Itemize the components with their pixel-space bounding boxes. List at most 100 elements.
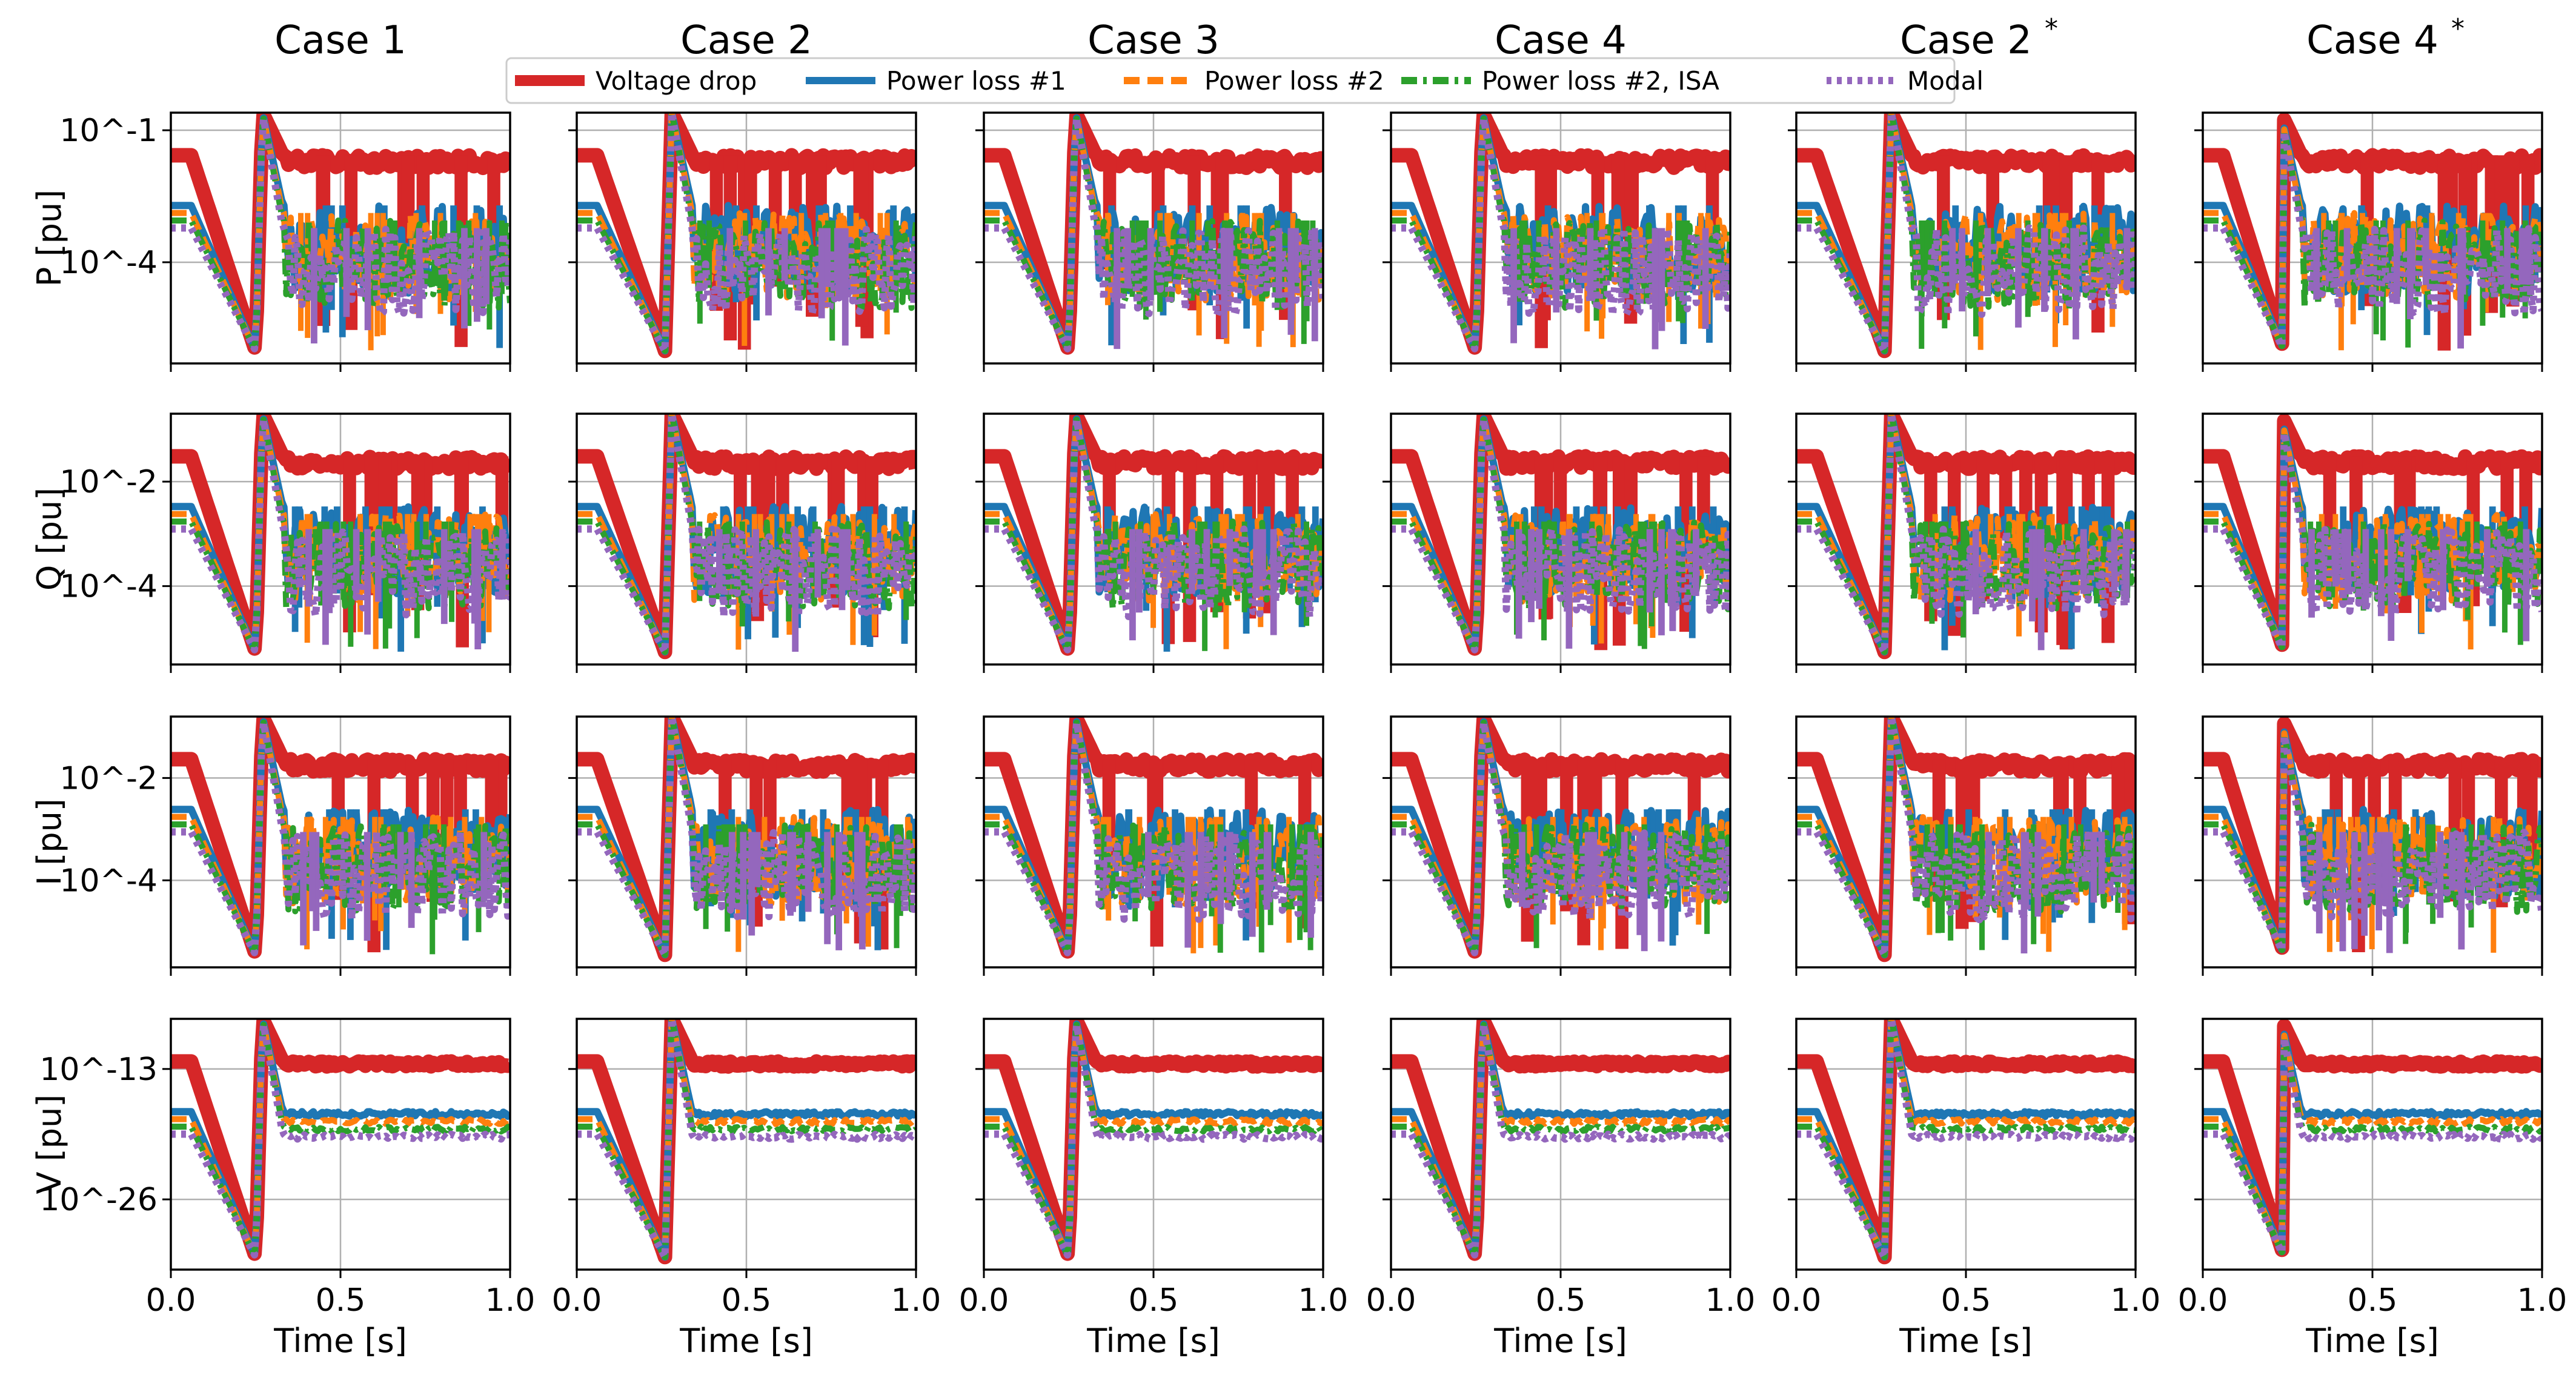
series-line <box>1391 1021 1730 1259</box>
column-title: Case 2 <box>1900 18 2032 63</box>
traces <box>577 717 916 963</box>
y-axis-label: Q [pu] <box>30 488 68 591</box>
y-axis-label: P [pu] <box>30 190 68 287</box>
x-tick-label: 1.0 <box>2517 1282 2568 1319</box>
traces <box>577 414 916 660</box>
traces <box>2203 1019 2542 1257</box>
traces <box>171 414 510 656</box>
series-line <box>577 414 916 655</box>
x-tick-label: 0.5 <box>722 1282 772 1319</box>
legend-entry: Power loss #1 <box>806 66 1066 96</box>
subplot-panel: 0.0 0.5 1.0 Time [s] <box>2178 1018 2568 1360</box>
subplot-panel <box>1383 111 1731 372</box>
x-tick-label: 0.0 <box>959 1282 1009 1319</box>
x-axis-label: Time [s] <box>2305 1322 2439 1360</box>
subplot-panel: 0.0 0.5 1.0 Time [s] <box>1366 1018 1755 1360</box>
legend: Voltage drop Power loss #1 Power loss #2 Po… <box>505 57 1983 104</box>
subplot-panel <box>1788 715 2137 976</box>
legend-label: Modal <box>1907 66 1983 96</box>
series-line <box>577 1019 916 1265</box>
series-line <box>171 113 510 355</box>
series-line <box>577 414 916 656</box>
traces <box>984 1019 1323 1261</box>
series-line <box>1796 1019 2136 1261</box>
legend-label: Power loss #2, ISA <box>1482 66 1719 96</box>
x-tick-label: 1.0 <box>891 1282 941 1319</box>
series-line <box>1796 414 2136 660</box>
x-tick-label: 0.5 <box>1536 1282 1586 1319</box>
subplot-panel <box>975 413 1324 673</box>
x-tick-label: 0.0 <box>146 1282 196 1319</box>
subplot-panel <box>568 715 917 976</box>
traces <box>2203 113 2542 351</box>
traces <box>2203 717 2542 955</box>
series-line <box>1796 717 2136 959</box>
series-line <box>1391 115 1730 353</box>
x-tick-label: 0.0 <box>552 1282 602 1319</box>
subplot-panel <box>1788 413 2137 673</box>
series-line <box>171 414 510 656</box>
traces <box>1796 717 2136 963</box>
traces <box>1391 1019 1730 1261</box>
column-title: Case 2 <box>680 18 812 63</box>
x-tick-label: 0.5 <box>1129 1282 1179 1319</box>
series-line <box>2203 732 2542 954</box>
column-title: Case 3 <box>1087 18 1220 63</box>
x-axis-label: Time [s] <box>1493 1322 1627 1360</box>
series-line <box>2203 414 2542 652</box>
traces <box>577 113 916 359</box>
traces <box>1796 113 2136 359</box>
x-tick-label: 0.5 <box>316 1282 366 1319</box>
subplot-panel <box>2194 715 2543 976</box>
x-tick-label: 0.0 <box>2178 1282 2228 1319</box>
traces <box>171 113 510 355</box>
traces <box>1391 717 1730 959</box>
series-line <box>2203 1033 2542 1256</box>
subplot-panel <box>975 715 1324 976</box>
y-axis-label: V [pu] <box>30 1095 68 1194</box>
legend-label: Power loss #2 <box>1204 66 1384 96</box>
series-line <box>171 1021 510 1259</box>
column-title: Case 4 <box>1495 18 1627 63</box>
x-tick-label: 0.0 <box>1771 1282 1822 1319</box>
subplot-panel <box>1383 413 1731 673</box>
subplot-panel <box>1788 111 2137 372</box>
series-line <box>2203 1034 2542 1256</box>
subplot-panel <box>2194 111 2543 372</box>
series-line <box>171 416 510 654</box>
subplot-panel: 0.0 0.5 1.0 Time [s] <box>1771 1018 2161 1360</box>
legend-entry: Modal <box>1827 66 1983 96</box>
x-tick-label: 1.0 <box>2111 1282 2161 1319</box>
x-axis-label: Time [s] <box>679 1322 813 1360</box>
subplot-panel <box>568 413 917 673</box>
traces <box>1391 113 1730 355</box>
series-line <box>1391 1019 1730 1261</box>
subplot-panel <box>1383 715 1731 976</box>
column-title-superscript: * <box>2451 13 2465 44</box>
series-line <box>171 115 510 353</box>
traces <box>2203 414 2542 652</box>
series-line <box>1796 1019 2136 1261</box>
subplot-panel: 0.0 0.5 1.0 Time [s] <box>552 1018 941 1360</box>
series-line <box>2203 128 2542 350</box>
traces <box>171 717 510 959</box>
subplot-panel: 10^-2 10^-4 <box>59 413 511 673</box>
x-axis-label: Time [s] <box>1899 1322 2033 1360</box>
legend-label: Voltage drop <box>596 66 757 96</box>
subplot-panel: 10^-1 10^-4 <box>59 111 511 372</box>
x-tick-label: 0.0 <box>1366 1282 1416 1319</box>
x-tick-label: 1.0 <box>1298 1282 1349 1319</box>
legend-entry: Voltage drop <box>515 66 757 96</box>
legend-entry: Power loss #2, ISA <box>1401 66 1719 96</box>
subplot-panel <box>568 111 917 372</box>
y-tick-label: 10^-4 <box>59 245 158 281</box>
series-line <box>171 719 510 956</box>
series-line <box>2203 1019 2542 1257</box>
y-tick-label: 10^-4 <box>59 863 158 899</box>
series-line <box>577 1019 916 1261</box>
series-line <box>2203 428 2542 651</box>
y-tick-label: 10^-2 <box>59 464 158 500</box>
series-line <box>171 1019 510 1261</box>
legend-entry: Power loss #2 <box>1124 66 1384 96</box>
